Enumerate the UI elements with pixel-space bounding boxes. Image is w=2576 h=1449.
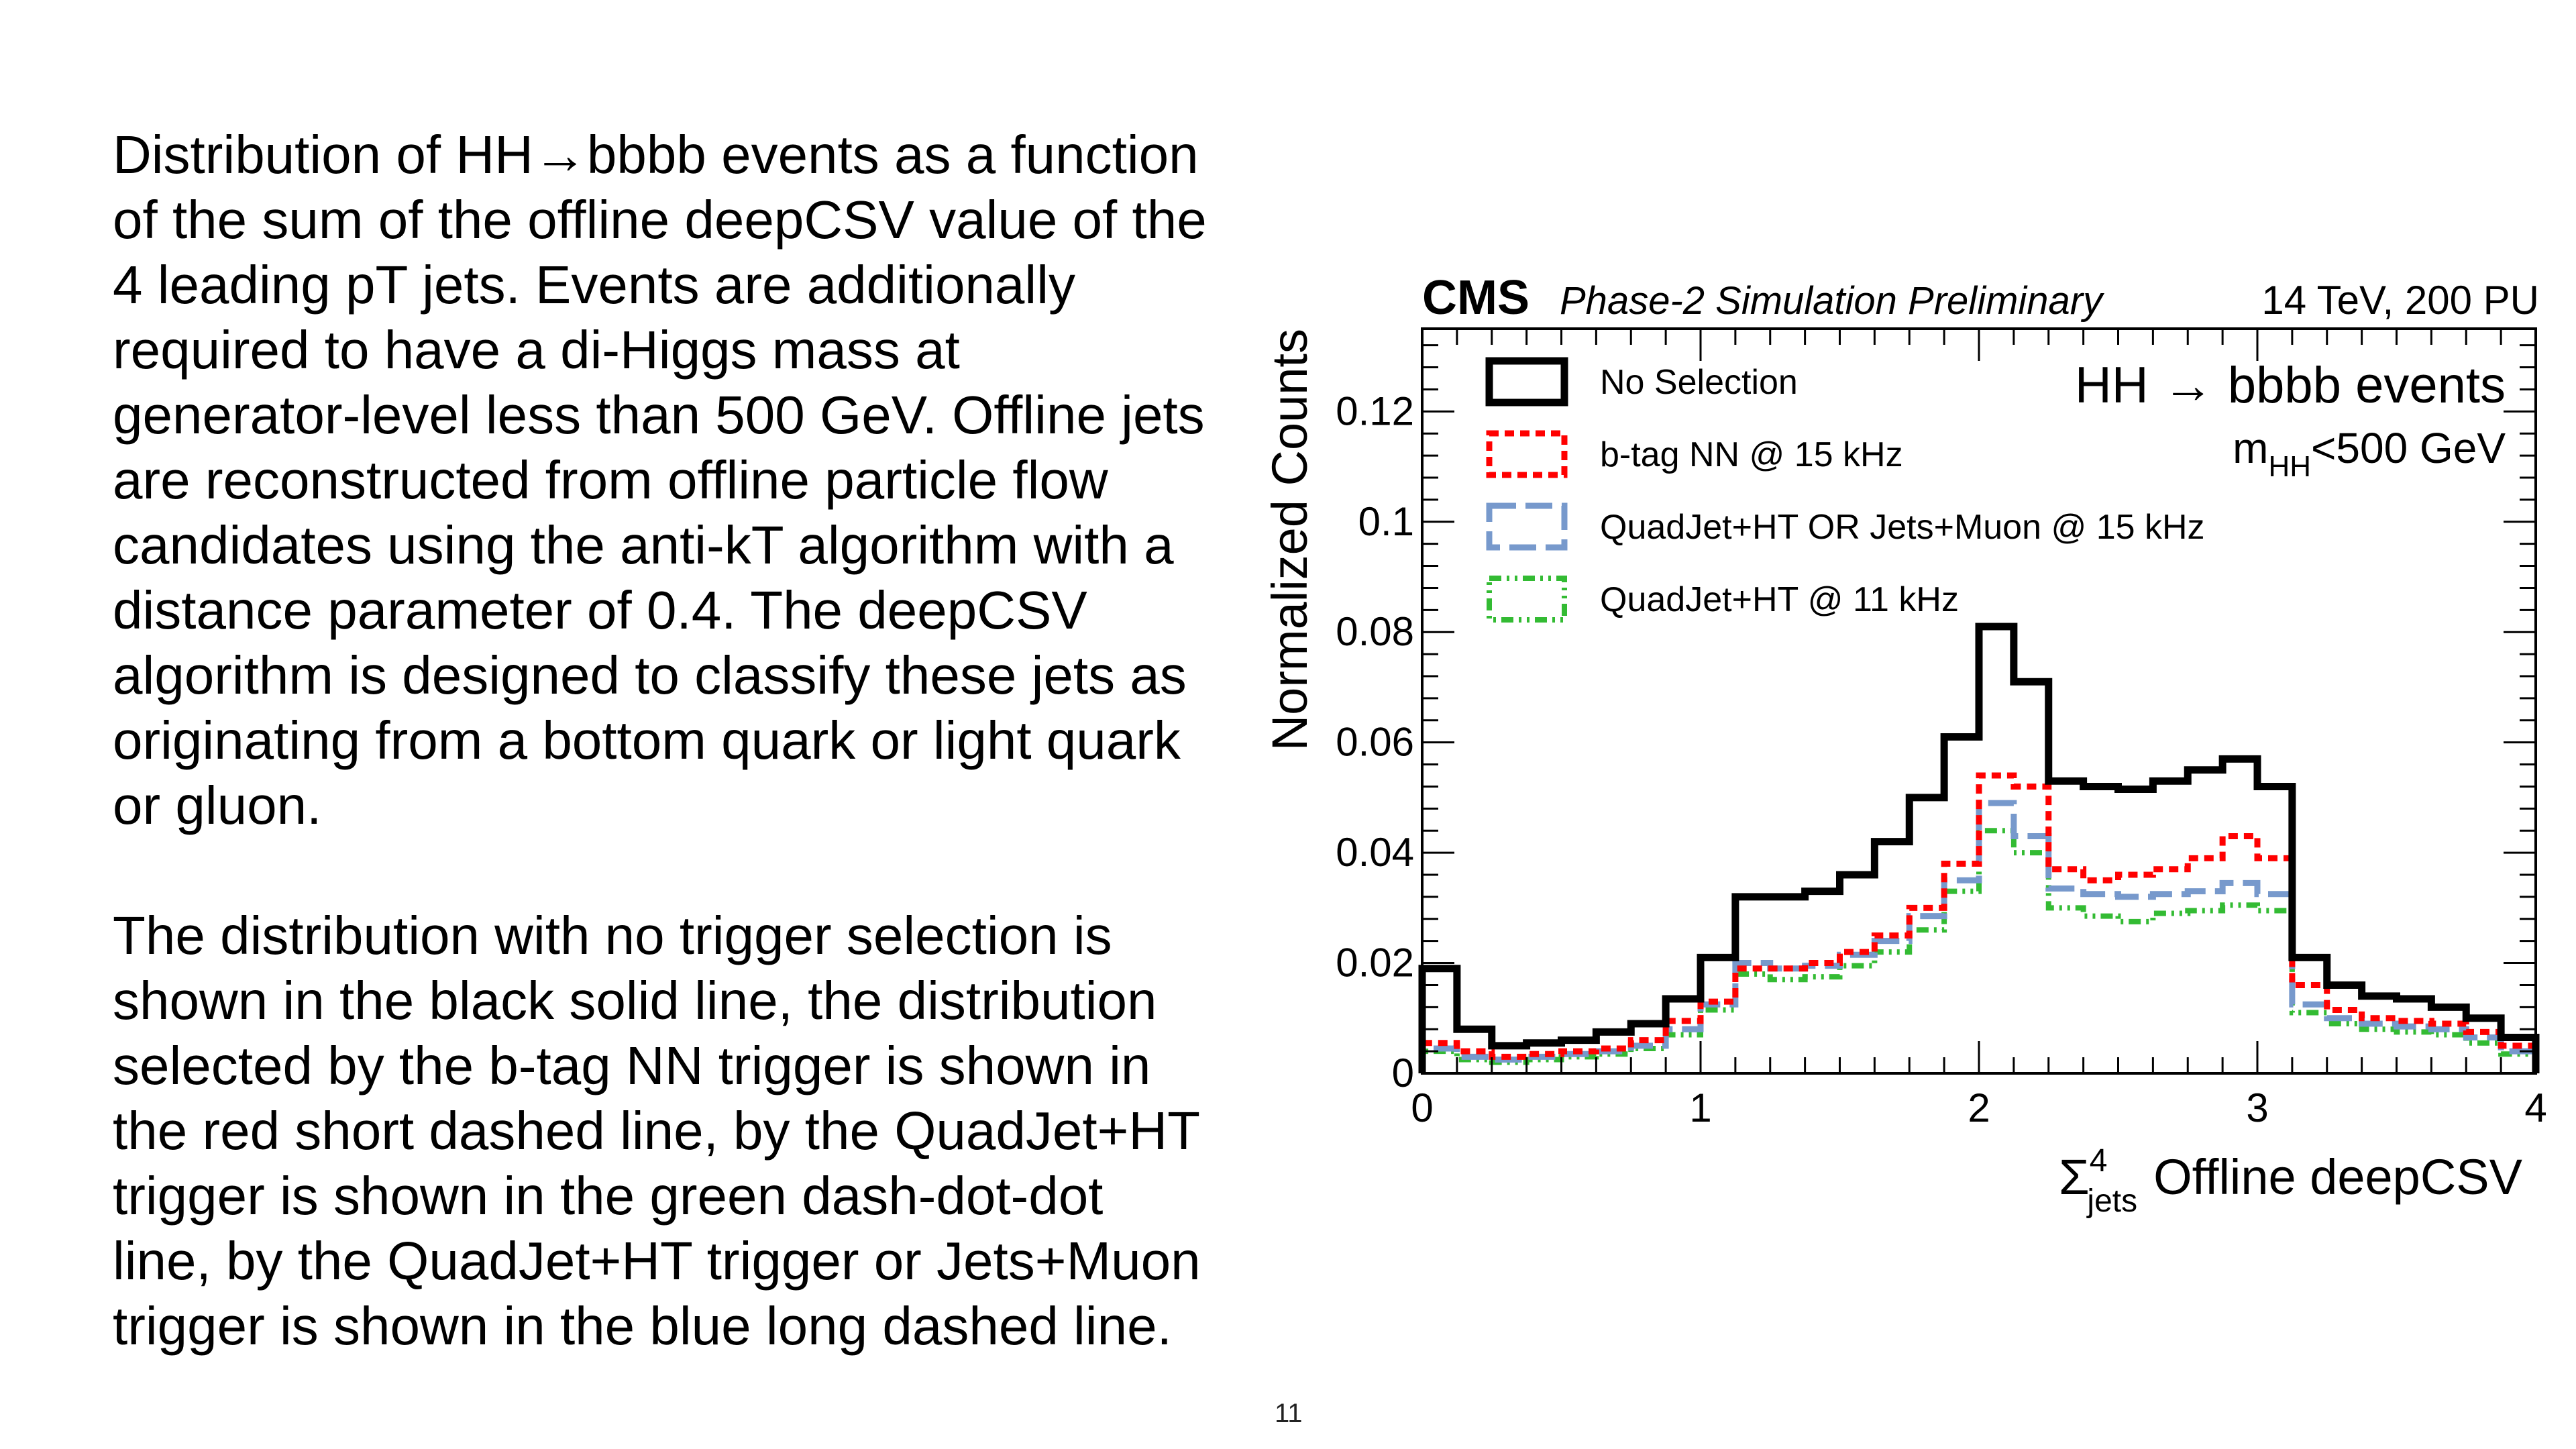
legend-swatch-3	[1487, 576, 1567, 623]
description-text: Distribution of HH→bbbb events as a func…	[113, 122, 1213, 1358]
y-tick-label: 0.12	[1336, 388, 1414, 433]
y-tick-label: 0.1	[1358, 499, 1414, 544]
histogram-series-0	[1418, 623, 2540, 1073]
energy-label: 14 TeV, 200 PU	[2261, 278, 2539, 323]
deepcsv-histogram-chart: CMS Phase-2 Simulation Preliminary 14 TeV,…	[1262, 271, 2547, 1219]
y-tick-label: 0.08	[1336, 609, 1414, 654]
mass-cut-annotation: mHH<500 GeV	[2233, 424, 2506, 483]
cms-label: CMS	[1422, 271, 1529, 325]
x-tick-label: 2	[1968, 1085, 1990, 1130]
process-annotation: HH → bbbb events	[2075, 357, 2506, 414]
x-axis-label: Σ4 jets Offline deepCSV	[2059, 1143, 2523, 1219]
legend-swatch-2	[1486, 502, 1568, 551]
page-number: 11	[1275, 1399, 1303, 1428]
legend-label-0: No Selection	[1600, 363, 1798, 402]
histogram-series-1	[1419, 772, 2539, 1073]
legend-label-1: b-tag NN @ 15 kHz	[1600, 435, 1903, 474]
legend-swatch-1	[1486, 430, 1568, 478]
y-axis-label: Normalized Counts	[1262, 329, 1318, 751]
x-tick-label: 3	[2246, 1085, 2268, 1130]
status-label: Phase-2 Simulation Preliminary	[1560, 279, 2104, 323]
description-paragraph-2: The distribution with no trigger selecti…	[113, 906, 1201, 1356]
x-tick-label: 4	[2524, 1085, 2546, 1130]
x-tick-label: 0	[1411, 1085, 1433, 1130]
y-tick-label: 0.06	[1336, 720, 1414, 765]
y-tick-label: 0	[1392, 1051, 1414, 1095]
x-tick-label: 1	[1689, 1085, 1711, 1130]
legend-label-2: QuadJet+HT OR Jets+Muon @ 15 kHz	[1600, 508, 2205, 547]
y-tick-label: 0.02	[1336, 941, 1414, 985]
description-paragraph-1: Distribution of HH→bbbb events as a func…	[113, 125, 1207, 835]
y-tick-label: 0.04	[1336, 830, 1414, 875]
legend-label-3: QuadJet+HT @ 11 kHz	[1600, 580, 1959, 619]
legend-swatch-0	[1485, 357, 1568, 407]
histogram-series-2	[1419, 800, 2539, 1073]
